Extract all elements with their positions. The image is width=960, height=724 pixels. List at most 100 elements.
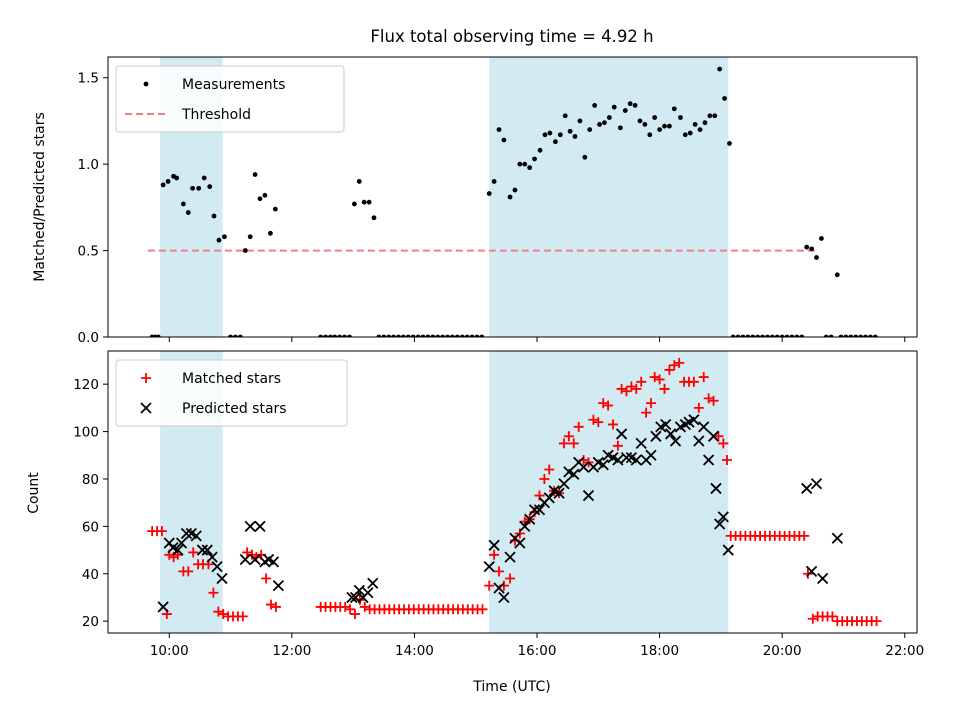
x-tick-label: 18:00 [640, 643, 679, 659]
predicted-star-marker [664, 428, 677, 440]
predicted-star-marker [597, 459, 609, 471]
predicted-star-marker [615, 428, 628, 440]
predicted-star-marker [612, 454, 624, 466]
predicted-star-marker [630, 454, 642, 466]
measurement-point [572, 134, 578, 139]
measurement-point [697, 127, 703, 132]
measurement-point [386, 334, 392, 337]
matched-star-marker [703, 393, 714, 404]
measurement-point [666, 123, 672, 129]
measurement-point [853, 334, 859, 337]
bottom-y-tick-label: 60 [82, 519, 99, 535]
matched-star-marker [359, 601, 370, 612]
measurement-point [347, 334, 352, 337]
measurement-point [727, 141, 732, 146]
matched-star-marker [654, 374, 665, 385]
predicted-star-marker [201, 544, 213, 556]
predicted-star-marker [272, 579, 285, 592]
predicted-star-marker [707, 430, 720, 442]
predicted-star-marker [693, 435, 705, 447]
measurement-point [237, 334, 243, 337]
predicted-star-marker [249, 553, 261, 566]
predicted-star-marker [493, 582, 505, 594]
matched-star-marker [641, 407, 652, 418]
measurement-point [222, 234, 227, 240]
measurement-point [622, 108, 628, 113]
measurement-point [863, 334, 868, 337]
measurement-point [567, 128, 573, 134]
bottom-legend: Matched stars Predicted stars [115, 359, 348, 427]
measurement-point [366, 199, 372, 205]
measurement-point [602, 120, 607, 126]
matched-star-marker [266, 599, 277, 610]
top-y-tick-label: 1.0 [78, 157, 99, 173]
matched-star-marker [345, 604, 356, 615]
top-legend-label: Measurements [182, 77, 285, 93]
matched-star-marker [563, 431, 574, 442]
measurement-point [257, 196, 263, 202]
measurement-point [745, 334, 751, 337]
top-legend: Measurements Threshold [115, 65, 345, 133]
measurement-point [216, 237, 222, 243]
measurement-point [858, 334, 864, 337]
bottom-y-tick-label: 120 [73, 377, 99, 393]
predicted-star-marker [650, 430, 662, 442]
predicted-star-marker [543, 492, 555, 504]
measurement-point [799, 334, 805, 337]
predicted-star-marker [558, 478, 570, 490]
measurement-point [376, 334, 382, 337]
matched-star-marker [603, 400, 614, 411]
measurement-point [356, 179, 362, 184]
matched-star-marker [489, 549, 500, 560]
matched-star-marker [722, 455, 733, 466]
measurement-point [617, 125, 623, 131]
chart-title: Flux total observing time = 4.92 h [370, 27, 653, 46]
measurement-point [351, 201, 357, 207]
measurement-point [174, 175, 180, 181]
x-tick-label: 12:00 [272, 643, 311, 659]
measurement-point [774, 334, 780, 337]
predicted-star-marker [172, 544, 184, 556]
matched-star-marker [708, 395, 719, 406]
measurement-point [712, 113, 718, 119]
measurement-point [486, 191, 492, 196]
predicted-star-marker [254, 520, 266, 532]
measurement-point [671, 106, 677, 112]
matched-star-marker [598, 398, 609, 409]
bottom-panel: 20 40 60 80 100 120 10:00 12:00 14:00 16:00 18:00 2… [73, 350, 924, 659]
matched-star-marker [674, 357, 685, 368]
measurement-point [592, 102, 598, 108]
measurement-point [828, 334, 834, 337]
predicted-star-marker [190, 530, 202, 542]
measurement-point [606, 115, 612, 120]
measurement-point [454, 334, 460, 337]
matched-star-marker [242, 547, 253, 558]
bottom-y-axis-label: Count [26, 472, 42, 514]
x-tick-label: 14:00 [395, 643, 434, 659]
measurement-point [501, 137, 507, 143]
measurement-point [872, 334, 878, 337]
matched-star-marker [646, 398, 657, 409]
legend-predicted-marker [140, 402, 152, 414]
measurement-point [537, 147, 543, 153]
measurement-point [440, 334, 446, 337]
measurement-point [405, 334, 411, 337]
predicted-star-marker [831, 532, 843, 544]
measurement-point [332, 334, 338, 337]
measurement-point [765, 334, 770, 337]
measurement-point [323, 334, 328, 337]
measurement-point [496, 127, 502, 132]
measurement-point [735, 334, 741, 337]
matched-star-marker [183, 566, 194, 577]
measurement-point [823, 334, 829, 337]
measurement-point [678, 115, 683, 120]
measurement-point [165, 179, 171, 184]
matched-star-marker [649, 372, 660, 383]
matched-star-marker [213, 606, 224, 617]
predicted-star-marker [180, 527, 193, 540]
measurement-point [657, 127, 662, 132]
measurement-point [425, 334, 431, 337]
matched-star-marker [612, 440, 623, 451]
measurement-point [789, 334, 795, 337]
